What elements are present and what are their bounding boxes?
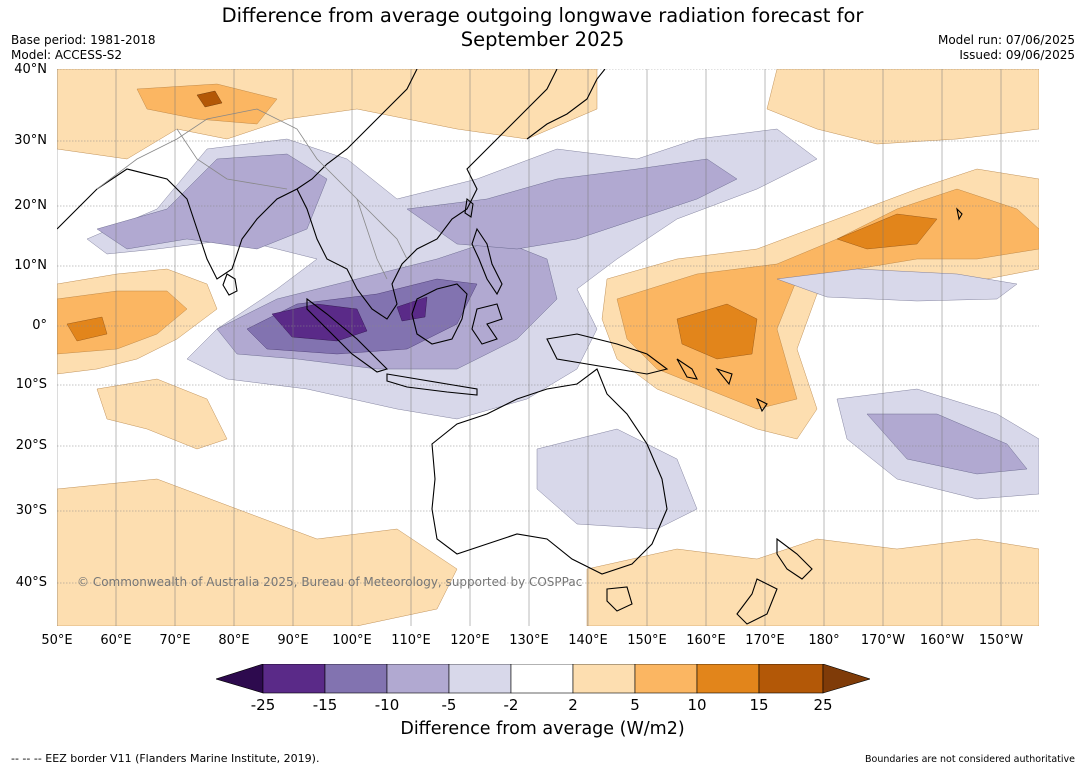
- lon-label-50e: 50°E: [41, 633, 73, 648]
- lon-label-150w: 150°W: [978, 633, 1024, 648]
- colorbar-tick-n10: -10: [374, 696, 400, 714]
- coast-taiwan: [464, 197, 474, 218]
- colorbar-min-extend: [216, 664, 264, 694]
- colorbar-tick-n25: -25: [250, 696, 276, 714]
- colorbar-tick-p15: 15: [749, 696, 769, 714]
- coastlines: [57, 69, 963, 625]
- coast-new-guinea: [546, 333, 669, 375]
- colorbar-bin-p10-p15: [696, 664, 760, 694]
- colorbar-tick-n2: -2: [503, 696, 519, 714]
- issued-date: Issued: 09/06/2025: [959, 48, 1075, 62]
- colorbar-tick-p25: 25: [813, 696, 833, 714]
- eez-border-note: -- -- -- EEZ border V11 (Flanders Marine…: [11, 752, 320, 765]
- lon-label-110e: 110°E: [391, 633, 431, 648]
- colorbar-tick-p2: 2: [568, 696, 578, 714]
- right-metadata: Model run: 07/06/2025 Issued: 09/06/2025: [938, 33, 1075, 63]
- negative-anomaly-5-north-pacific: [406, 158, 738, 250]
- lon-label-120e: 120°E: [450, 633, 490, 648]
- meridians: [57, 69, 1002, 626]
- lon-label-130e: 130°E: [509, 633, 549, 648]
- coast-southeast-asia: [296, 69, 558, 320]
- coast-japan: [526, 69, 606, 140]
- negative-anomaly-2-australia: [536, 428, 698, 530]
- lon-label-160e: 160°E: [686, 633, 726, 648]
- lat-label-0: 0°: [32, 318, 47, 333]
- left-metadata: Base period: 1981-2018 Model: ACCESS-S2: [11, 33, 156, 63]
- lon-label-170e: 170°E: [745, 633, 785, 648]
- lat-label-20s: 20°S: [15, 438, 47, 453]
- lat-label-30s: 30°S: [15, 503, 47, 518]
- coast-java: [386, 373, 478, 396]
- negative-anomaly-5-india: [96, 153, 328, 250]
- lon-label-80e: 80°E: [218, 633, 250, 648]
- title-line-1: Difference from average outgoing longwav…: [221, 4, 864, 27]
- negative-anomaly-2-pacific-strip: [776, 268, 1018, 302]
- coast-sri-lanka: [222, 273, 238, 296]
- positive-anomaly-10-equatorial: [676, 303, 758, 360]
- positive-anomaly-tasman: [586, 538, 1039, 626]
- coast-philippines: [471, 227, 503, 296]
- lon-label-170w: 170°W: [860, 633, 906, 648]
- positive-anomaly-10-north-pacific: [836, 213, 938, 250]
- lon-label-60e: 60°E: [100, 633, 132, 648]
- colorbar-bin-n25-n15: [262, 664, 326, 694]
- positive-anomaly-top-right: [766, 69, 1039, 145]
- coast-sulawesi: [471, 303, 503, 345]
- lon-label-150e: 150°E: [627, 633, 667, 648]
- colorbar-bin-p2-p5: [572, 664, 636, 694]
- country-borders: [96, 108, 408, 280]
- negative-anomaly-15-sumatra: [271, 303, 368, 342]
- coast-borneo: [411, 283, 468, 345]
- colorbar-tick-n15: -15: [312, 696, 338, 714]
- positive-anomaly-15-himalaya: [196, 90, 223, 108]
- olr-anomaly-map: © Commonwealth of Australia 2025, Bureau…: [57, 69, 1039, 626]
- chart-title: Difference from average outgoing longwav…: [0, 4, 1085, 52]
- colorbar-tick-p10: 10: [687, 696, 707, 714]
- coast-sumatra: [306, 297, 389, 373]
- base-period: Base period: 1981-2018: [11, 33, 156, 47]
- coast-pacific-islands: [676, 207, 963, 413]
- lat-label-10n: 10°N: [14, 258, 47, 273]
- lon-label-140e: 140°E: [568, 633, 608, 648]
- colorbar: [216, 664, 870, 694]
- colorbar-label: Difference from average (W/m2): [400, 719, 685, 739]
- model-name: Model: ACCESS-S2: [11, 48, 123, 62]
- coast-new-zealand: [736, 537, 813, 625]
- colorbar-bin-p5-p10: [634, 664, 698, 694]
- model-run: Model run: 07/06/2025: [937, 33, 1075, 47]
- positive-anomaly-south-indian-ocean: [96, 378, 228, 450]
- coast-arabia-india: [57, 69, 418, 280]
- colorbar-bin-n2-p2: [510, 664, 574, 694]
- positive-anomaly-southern-ocean: [57, 478, 458, 626]
- lat-label-20n: 20°N: [14, 198, 47, 213]
- anomaly-fields: [57, 69, 1039, 626]
- title-line-2: September 2025: [460, 28, 625, 51]
- colorbar-tick-p5: 5: [630, 696, 640, 714]
- colorbar-bin-n5-n2: [448, 664, 512, 694]
- lat-label-40n: 40°N: [14, 62, 47, 77]
- lon-label-70e: 70°E: [159, 633, 191, 648]
- lon-label-160w: 160°W: [919, 633, 965, 648]
- lat-label-10s: 10°S: [15, 377, 47, 392]
- lat-label-30n: 30°N: [14, 133, 47, 148]
- colorbar-max-extend: [822, 664, 870, 694]
- lat-label-40s: 40°S: [15, 575, 47, 590]
- colorbar-bin-p15-p25: [758, 664, 824, 694]
- negative-anomaly-5-south-pacific: [866, 413, 1028, 475]
- coast-tasmania: [606, 586, 633, 612]
- coast-australia: [431, 368, 668, 575]
- colorbar-bin-n15-n10: [324, 664, 388, 694]
- lon-label-180: 180°: [808, 633, 840, 648]
- boundaries-disclaimer: Boundaries are not considered authoritat…: [865, 754, 1075, 765]
- colorbar-bin-n10-n5: [386, 664, 450, 694]
- positive-anomaly-10-west: [66, 316, 108, 342]
- copyright-text: © Commonwealth of Australia 2025, Bureau…: [77, 575, 582, 589]
- lon-label-90e: 90°E: [277, 633, 309, 648]
- colorbar-tick-n5: -5: [441, 696, 457, 714]
- lon-label-100e: 100°E: [332, 633, 372, 648]
